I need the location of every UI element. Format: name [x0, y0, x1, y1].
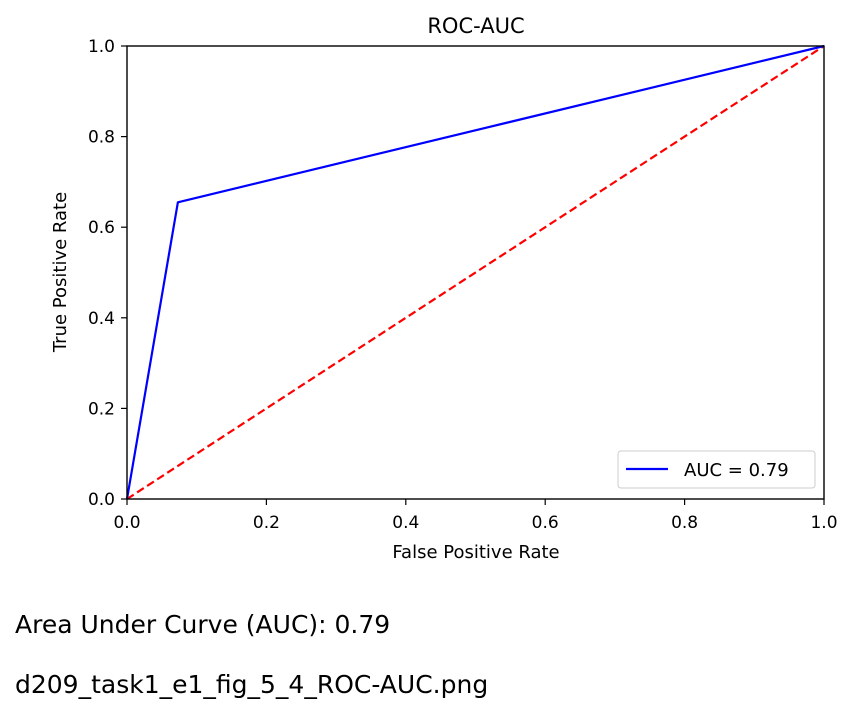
y-tick-label: 0.6: [88, 218, 115, 238]
auc-caption: Area Under Curve (AUC): 0.79: [15, 610, 391, 639]
chance-diagonal-line: [126, 45, 825, 500]
x-tick-label: 0.2: [253, 513, 280, 533]
y-tick-label: 0.2: [88, 399, 115, 419]
x-axis-ticks: 0.0 0.2 0.4 0.6 0.8 1.0: [113, 499, 838, 533]
chart-title: ROC-AUC: [427, 14, 524, 38]
x-tick-label: 0.0: [113, 513, 140, 533]
legend-entry-label: AUC = 0.79: [684, 460, 789, 481]
legend: AUC = 0.79: [617, 450, 816, 489]
roc-auc-chart: ROC-AUC 0.0 0.2 0.4 0.6 0.8 1.0 0.00.20.40.60…: [50, 14, 838, 563]
plot-frame: [126, 45, 825, 500]
y-tick-label: 1.0: [88, 37, 115, 57]
y-tick-label: 0.4: [88, 309, 115, 329]
x-tick-label: 0.6: [532, 513, 559, 533]
series-layer: [125, 44, 825, 500]
x-axis-label: False Positive Rate: [392, 542, 559, 563]
roc-curve-line: [125, 44, 825, 500]
x-tick-label: 0.8: [671, 513, 698, 533]
x-tick-label: 0.4: [392, 513, 419, 533]
y-axis-label: True Positive Rate: [50, 192, 71, 353]
y-tick-label: 0.8: [88, 128, 115, 148]
y-tick-label: 0.0: [88, 490, 115, 510]
legend-box: [617, 450, 816, 489]
filename-caption: d209_task1_e1_fig_5_4_ROC-AUC.png: [15, 670, 489, 699]
x-tick-label: 1.0: [810, 513, 837, 533]
y-axis-ticks: 0.0 0.2 0.4 0.6 0.8 1.0: [88, 37, 127, 510]
